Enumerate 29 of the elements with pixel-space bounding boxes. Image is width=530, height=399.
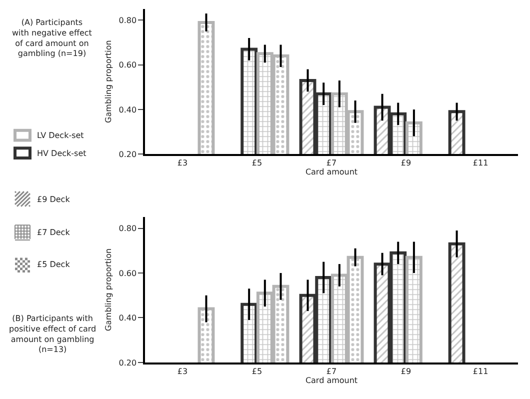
y-tick-label: 0.20 <box>118 358 137 368</box>
text: (B) Participants with positive effect of card amount on gambling (n=13) <box>9 314 96 354</box>
x-tick-label: £5 <box>252 158 262 168</box>
y-tick-label: 0.80 <box>118 16 137 26</box>
y-axis-title: Gambling proportion <box>104 248 114 332</box>
x-tick-label: £7 <box>326 367 337 376</box>
x-tick-label: £7 <box>326 158 337 168</box>
x-tick-label: £9 <box>400 367 412 376</box>
x-tick-label: £5 <box>252 367 262 376</box>
x-tick-label: £3 <box>177 367 188 376</box>
x-tick-label: £11 <box>472 158 488 168</box>
y-tick-label: 0.60 <box>118 60 137 70</box>
x-axis-title: Card amount <box>305 376 358 386</box>
text: LV Deck-set <box>37 131 84 140</box>
text: £7 Deck <box>37 228 70 237</box>
text: £9 Deck <box>37 195 70 204</box>
x-tick-label: £11 <box>472 367 488 376</box>
x-tick-label: £3 <box>177 158 188 168</box>
y-tick-label: 0.60 <box>118 268 137 278</box>
y-tick-label: 0.40 <box>118 105 137 114</box>
y-tick-label: 0.80 <box>118 224 137 234</box>
y-tick-label: 0.20 <box>118 150 137 159</box>
y-tick-label: 0.40 <box>118 314 137 323</box>
text: £5 Deck <box>37 260 70 269</box>
text: HV Deck-set <box>37 149 86 158</box>
x-axis-title: Card amount <box>305 168 358 177</box>
y-axis-title: Gambling proportion <box>104 40 114 123</box>
x-tick-label: £9 <box>400 158 412 168</box>
text: (A) Participants with negative effect of card amount on gambling (n=19) <box>12 18 92 58</box>
